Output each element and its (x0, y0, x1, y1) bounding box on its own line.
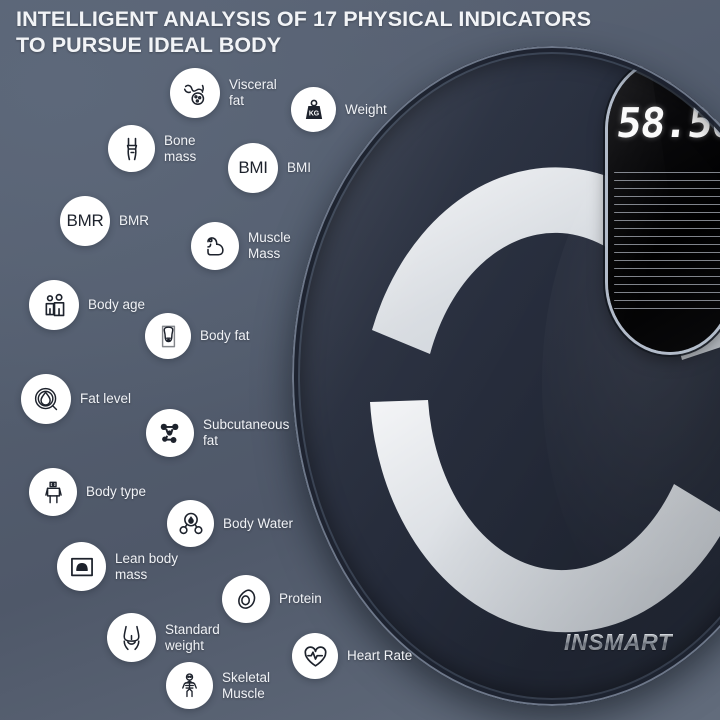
brand-logo: INSMART (564, 629, 673, 655)
feature-label: BMI (287, 160, 312, 175)
weight-value: 58.50 (614, 99, 720, 147)
feature-label: Body type (86, 484, 147, 499)
feature-weight: KG Weight (291, 87, 387, 132)
page-title: INTELLIGENT ANALYSIS OF 17 PHYSICAL INDI… (16, 6, 636, 58)
led-display-panel: 58.50 ★ ★ ★ ★ kg lb st (608, 60, 720, 352)
bathroom-scale-product: 58.50 ★ ★ ★ ★ kg lb st (292, 46, 720, 706)
feature-body-age: Body age (29, 280, 145, 330)
feature-bone-mass: Bone mass (108, 125, 196, 172)
bmi-icon-text: BMI (238, 158, 268, 177)
droplet-gauge-icon (21, 374, 71, 424)
skeleton-icon (166, 662, 213, 709)
molecule-icon (146, 409, 194, 457)
feature-fat-level: Fat level (21, 374, 131, 424)
feature-protein: Protein (222, 575, 322, 623)
avocado-icon (222, 575, 270, 623)
feature-label: Standard weight (165, 621, 220, 653)
feature-standard-weight: Standard weight (107, 613, 220, 662)
feature-label: Lean body mass (115, 550, 179, 582)
flexed-arm-icon (191, 222, 239, 270)
water-molecule-icon (167, 500, 214, 547)
feature-label: BMR (119, 213, 149, 228)
feature-label: Protein (279, 591, 322, 606)
feature-bmi: BMI BMI (228, 143, 311, 193)
weight-kg-icon: KG (291, 87, 336, 132)
scale-platform-icon (57, 542, 106, 591)
feature-label: Body Water (223, 515, 294, 531)
feature-label: Muscle Mass (248, 230, 291, 261)
headline-line-2: TO PURSUE IDEAL BODY (16, 33, 282, 57)
feature-body-type: Body type (29, 468, 146, 516)
feature-body-fat: Body fat (145, 313, 250, 359)
waist-icon (107, 613, 156, 662)
bone-icon (108, 125, 155, 172)
feature-lean-body-mass: Lean body mass (57, 542, 178, 591)
power-led-icon (667, 76, 674, 83)
feature-muscle-mass: Muscle Mass (191, 222, 291, 270)
panel-rib-lines (614, 172, 720, 336)
scale-body: 58.50 ★ ★ ★ ★ kg lb st (292, 46, 720, 706)
two-people-icon (29, 280, 79, 330)
feature-skeletal-muscle: Skeletal Muscle (166, 662, 270, 709)
headline-line-1: INTELLIGENT ANALYSIS OF 17 PHYSICAL INDI… (16, 7, 592, 31)
feature-bmr: BMR BMR (60, 196, 149, 246)
feature-label: Heart Rate (347, 648, 413, 663)
visceral-fat-icon (170, 68, 220, 118)
person-icon (29, 468, 77, 516)
feature-subcutaneous-fat: Subcutaneous fat (146, 409, 289, 457)
torso-icon (145, 313, 191, 359)
feature-visceral-fat: Visceral fat (170, 68, 277, 118)
feature-label: Subcutaneous fat (203, 417, 290, 448)
feature-label: Bone mass (164, 132, 197, 164)
feature-label: Body age (88, 297, 146, 312)
feature-label: Body fat (200, 328, 250, 343)
feature-heart-rate: Heart Rate (292, 633, 412, 679)
svg-text:KG: KG (308, 110, 318, 117)
lcd-readout: 58.50 ★ ★ ★ ★ kg lb st (614, 96, 720, 158)
feature-label: Skeletal Muscle (222, 669, 271, 701)
feature-label: Visceral fat (229, 77, 277, 108)
feature-label: Weight (345, 101, 387, 117)
bmi-text-icon: BMI (228, 143, 278, 193)
heart-pulse-icon (292, 633, 338, 679)
feature-body-water: Body Water (167, 500, 293, 547)
bmr-text-icon: BMR (60, 196, 110, 246)
feature-label: Fat level (80, 391, 132, 406)
bmr-icon-text: BMR (66, 211, 104, 230)
